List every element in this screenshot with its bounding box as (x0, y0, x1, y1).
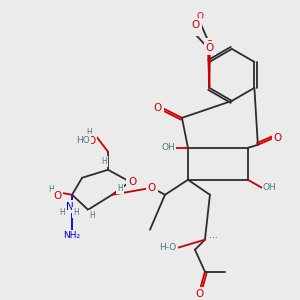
Text: O: O (274, 133, 282, 143)
Text: O: O (192, 26, 200, 34)
Text: ...: ... (208, 231, 217, 240)
Text: H: H (59, 208, 65, 217)
Text: O: O (192, 20, 200, 30)
Text: HO: HO (76, 136, 90, 145)
Text: NH₂: NH₂ (64, 231, 81, 240)
Text: O: O (53, 191, 61, 201)
Text: O: O (206, 43, 214, 53)
Text: H: H (117, 184, 123, 193)
Text: O: O (128, 177, 136, 187)
Text: OH: OH (263, 183, 277, 192)
Text: OH: OH (161, 143, 175, 152)
Text: O: O (154, 103, 162, 113)
Text: O: O (196, 289, 204, 298)
Text: H: H (101, 157, 107, 166)
Text: H: H (86, 128, 92, 137)
Text: N: N (66, 202, 74, 212)
Text: O: O (206, 40, 214, 50)
Text: H-O: H-O (159, 243, 177, 252)
Text: H: H (89, 211, 95, 220)
Text: H: H (73, 208, 79, 217)
Text: O: O (148, 183, 156, 193)
Text: O: O (87, 136, 95, 146)
Text: O: O (196, 13, 203, 22)
Text: H: H (48, 185, 54, 194)
